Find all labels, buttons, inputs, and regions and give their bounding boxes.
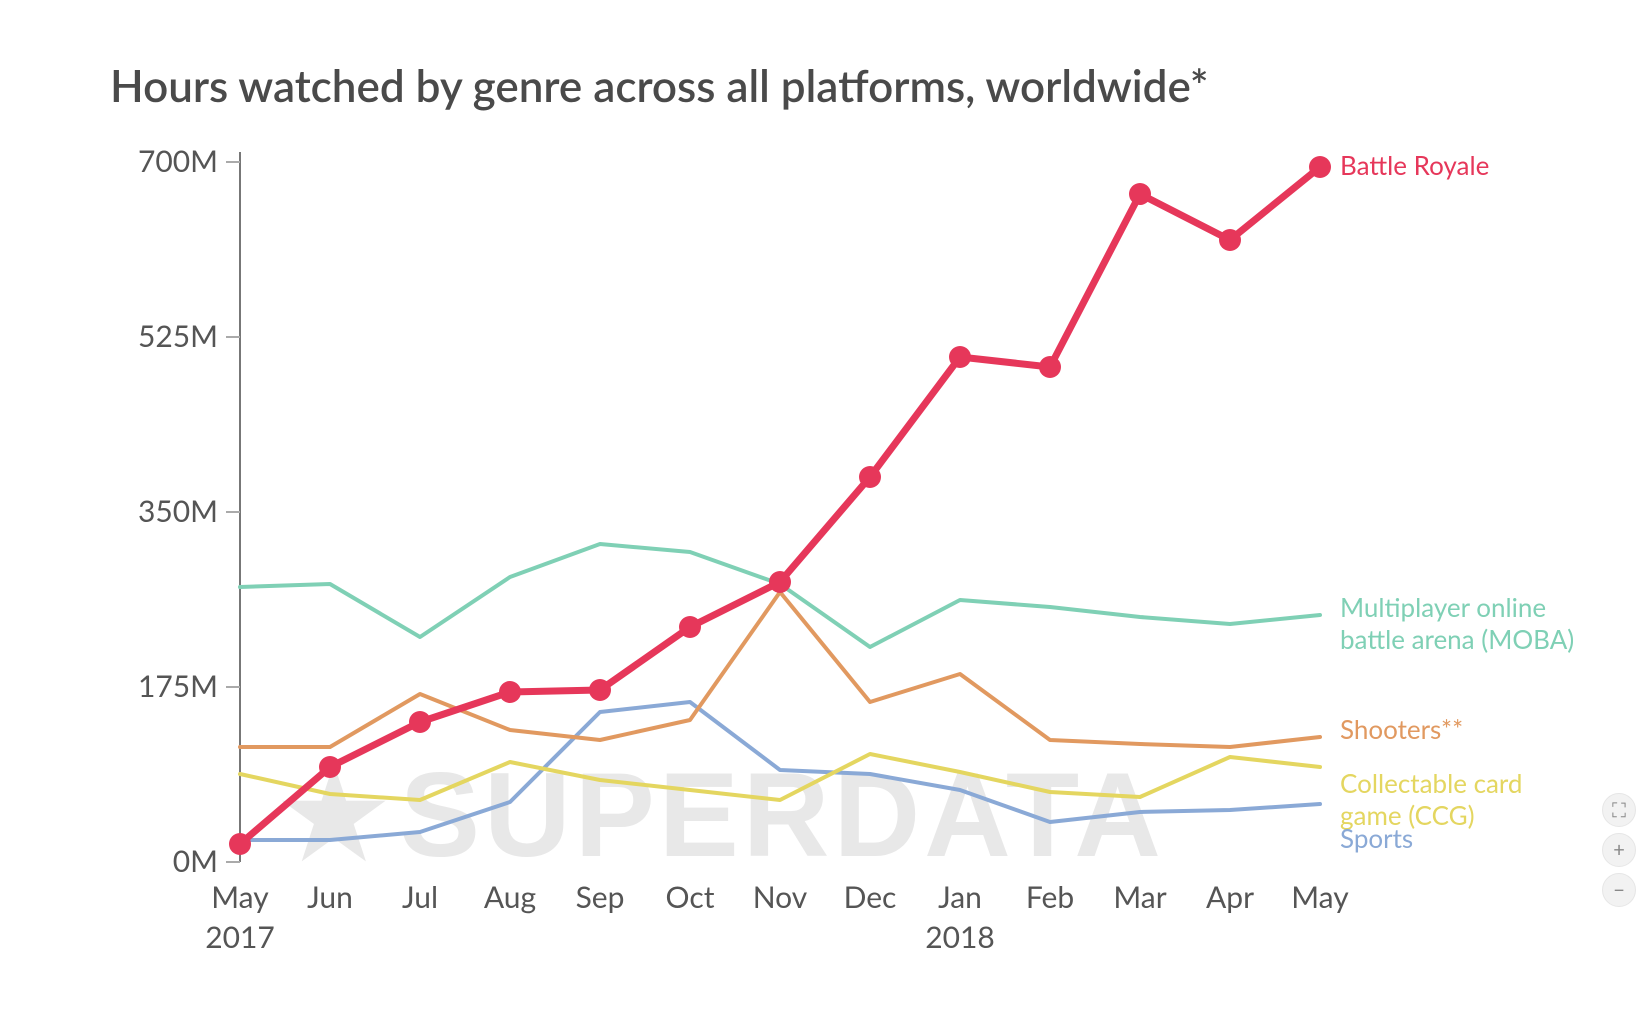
chart-wrap: ★SUPERDATA0M175M350M525M700MMay2017JunJu… — [80, 142, 1590, 1002]
series-marker — [1219, 229, 1241, 251]
series-label: Shooters** — [1340, 713, 1463, 745]
series-label: Multiplayer online — [1340, 591, 1546, 623]
svg-text:Aug: Aug — [484, 879, 536, 915]
series-marker — [769, 571, 791, 593]
series-marker — [499, 681, 521, 703]
series-marker — [589, 679, 611, 701]
series-marker — [1039, 356, 1061, 378]
series-marker — [319, 756, 341, 778]
svg-text:Mar: Mar — [1113, 879, 1166, 915]
svg-text:Jan: Jan — [938, 879, 982, 915]
chart-title: Hours watched by genre across all platfo… — [110, 60, 1590, 112]
fullscreen-button[interactable]: ⛶ — [1602, 793, 1636, 827]
series-line — [240, 167, 1320, 844]
chart-tools: ⛶ + − — [1602, 793, 1636, 907]
svg-text:Dec: Dec — [844, 879, 897, 915]
svg-text:May: May — [1291, 879, 1349, 915]
series-marker — [949, 346, 971, 368]
svg-text:Nov: Nov — [753, 879, 808, 915]
series-label: Collectable card — [1340, 767, 1522, 799]
zoom-out-button[interactable]: − — [1602, 873, 1636, 907]
series-marker — [859, 466, 881, 488]
svg-text:Apr: Apr — [1206, 879, 1254, 915]
line-chart: ★SUPERDATA0M175M350M525M700MMay2017JunJu… — [80, 142, 1580, 1002]
svg-text:2017: 2017 — [205, 919, 275, 955]
series-line — [240, 544, 1320, 647]
series-marker — [1309, 156, 1331, 178]
svg-text:700M: 700M — [138, 143, 218, 179]
svg-text:SUPERDATA: SUPERDATA — [400, 748, 1165, 882]
series-label: Sports — [1340, 822, 1413, 854]
svg-text:Feb: Feb — [1026, 879, 1074, 915]
series-label: battle arena (MOBA) — [1340, 623, 1574, 655]
svg-text:2018: 2018 — [925, 919, 995, 955]
series-line — [240, 592, 1320, 747]
zoom-in-button[interactable]: + — [1602, 833, 1636, 867]
svg-text:Jun: Jun — [307, 879, 353, 915]
svg-text:0M: 0M — [173, 843, 218, 879]
svg-text:May: May — [211, 879, 269, 915]
series-marker — [409, 711, 431, 733]
series-label: Battle Royale — [1340, 149, 1489, 181]
chart-container: Hours watched by genre across all platfo… — [0, 0, 1650, 1027]
svg-text:Oct: Oct — [666, 879, 715, 915]
series-marker — [1129, 183, 1151, 205]
series-marker — [679, 616, 701, 638]
svg-text:525M: 525M — [138, 318, 218, 354]
svg-text:175M: 175M — [138, 668, 218, 704]
svg-text:350M: 350M — [138, 493, 218, 529]
svg-text:Sep: Sep — [576, 879, 625, 915]
series-marker — [229, 833, 251, 855]
svg-text:Jul: Jul — [402, 879, 438, 915]
